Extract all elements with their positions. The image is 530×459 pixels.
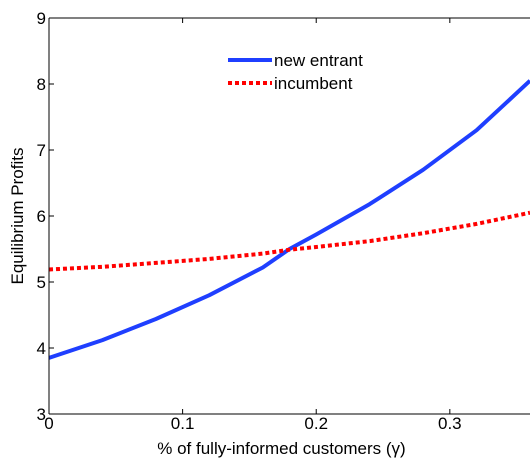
x-tick-label: 0 bbox=[44, 414, 53, 433]
series-line-2 bbox=[48, 210, 530, 272]
series-line-1 bbox=[48, 79, 530, 360]
y-tick-label: 8 bbox=[37, 75, 46, 94]
y-tick-label: 4 bbox=[37, 339, 46, 358]
x-tick-label: 0.1 bbox=[171, 414, 195, 433]
y-tick-label: 6 bbox=[37, 207, 46, 226]
y-tick-label: 5 bbox=[37, 273, 46, 292]
y-tick-label: 3 bbox=[37, 405, 46, 424]
y-tick-label: 7 bbox=[37, 141, 46, 160]
x-tick-label: 0.2 bbox=[304, 414, 328, 433]
y-axis-label: Equilibrium Profits bbox=[8, 148, 27, 285]
y-tick-label: 9 bbox=[37, 9, 46, 28]
plot-area bbox=[48, 79, 530, 360]
legend-label-2: incumbent bbox=[274, 74, 353, 93]
axes: 0 0.1 0.2 0.3 3 4 5 6 7 8 9 bbox=[37, 9, 530, 433]
x-tick-label: 0.3 bbox=[438, 414, 462, 433]
legend: new entrant incumbent bbox=[228, 51, 363, 93]
x-axis-label: % of fully-informed customers (γ) bbox=[157, 439, 405, 458]
legend-label-1: new entrant bbox=[274, 51, 363, 70]
